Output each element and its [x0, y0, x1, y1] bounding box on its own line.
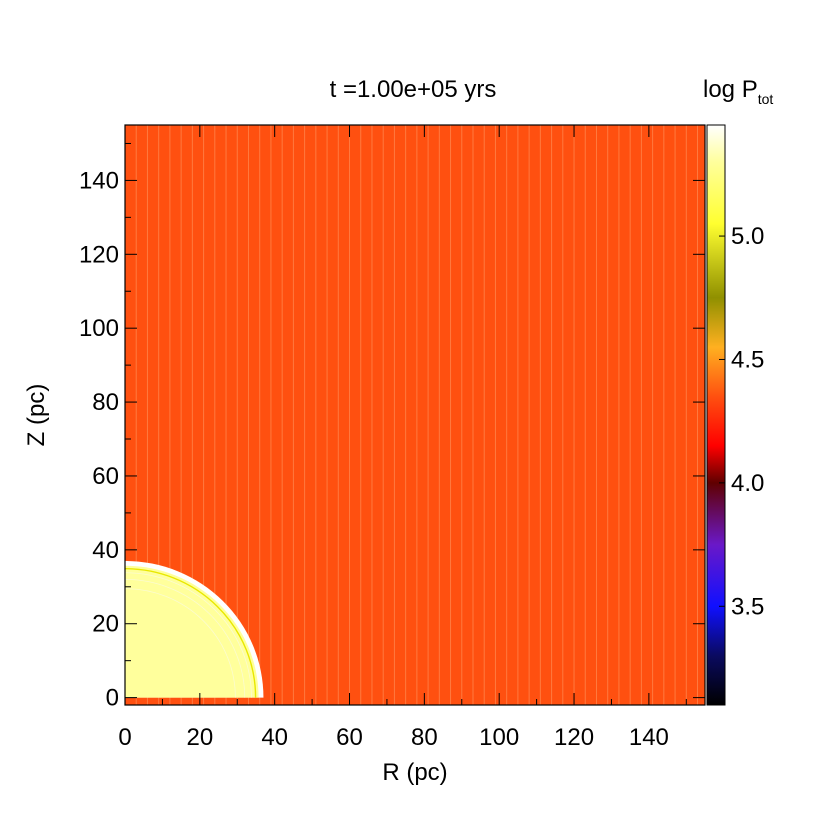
x-tick-label: 60: [336, 724, 363, 751]
plot-area: [124, 124, 706, 706]
x-tick-label: 80: [411, 724, 438, 751]
colorbar-tick-label: 4.0: [731, 470, 764, 497]
colorbar-label-subscript: tot: [758, 91, 774, 107]
x-tick-label: 20: [186, 724, 213, 751]
colorbar-label: log Ptot: [703, 76, 773, 107]
bubble-ring: [125, 567, 257, 698]
colorbar-ticks: 3.5 4.0 4.5 5.0: [719, 223, 764, 620]
colorbar-tick-label: 3.5: [731, 593, 764, 620]
y-tick-label: 120: [79, 241, 119, 268]
colorbar: 3.5 4.0 4.5 5.0 log Ptot: [703, 76, 773, 706]
cell-grid-lines: [135, 125, 699, 705]
x-tick-label: 140: [629, 724, 669, 751]
chart-title: t =1.00e+05 yrs: [330, 76, 497, 103]
y-tick-label: 40: [92, 537, 119, 564]
y-tick-label: 20: [92, 611, 119, 638]
colorbar-tick-label: 5.0: [731, 223, 764, 250]
colorbar-tick-label: 4.5: [731, 346, 764, 373]
x-tick-label: 0: [118, 724, 131, 751]
bubble-ring: [125, 588, 236, 698]
bubble-ring: [125, 578, 246, 698]
y-tick-label: 60: [92, 463, 119, 490]
x-tick-label: 100: [479, 724, 519, 751]
x-tick-label: 40: [261, 724, 288, 751]
bubble-rings: [125, 567, 257, 698]
y-tick-label: 0: [106, 685, 119, 712]
x-tick-label: 120: [554, 724, 594, 751]
y-tick-label: 100: [79, 315, 119, 342]
x-axis: 0 20 40 60 80 100 120 140: [118, 125, 687, 751]
y-tick-label: 80: [92, 389, 119, 416]
plot-frame: [124, 124, 706, 706]
bubble-ring: [125, 572, 252, 698]
bubble-interior: [125, 565, 259, 698]
x-axis-label: R (pc): [382, 759, 447, 786]
colorbar-gradient: [706, 124, 726, 706]
y-axis: 0 20 40 60 80 100 120 140: [79, 142, 705, 712]
bubble: [125, 560, 264, 698]
colorbar-label-main: log P: [703, 76, 758, 103]
y-tick-label: 140: [79, 167, 119, 194]
y-axis-label: Z (pc): [23, 384, 50, 447]
